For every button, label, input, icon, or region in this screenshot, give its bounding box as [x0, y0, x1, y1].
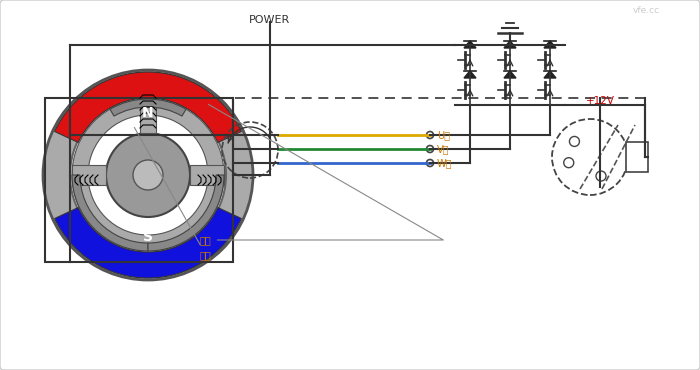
- Circle shape: [426, 159, 433, 166]
- Circle shape: [43, 70, 253, 280]
- Circle shape: [596, 171, 606, 181]
- Text: N: N: [142, 106, 154, 120]
- Polygon shape: [504, 71, 516, 78]
- Circle shape: [106, 133, 190, 217]
- Bar: [72, 165, 106, 185]
- Bar: [190, 165, 224, 185]
- Circle shape: [426, 145, 433, 152]
- Circle shape: [569, 137, 580, 147]
- Bar: [45, 98, 233, 262]
- Polygon shape: [544, 71, 556, 78]
- Wedge shape: [72, 99, 224, 251]
- Wedge shape: [55, 208, 241, 278]
- Wedge shape: [55, 72, 241, 142]
- Text: vfe.cc: vfe.cc: [633, 6, 660, 15]
- Polygon shape: [504, 41, 516, 48]
- Polygon shape: [464, 41, 476, 48]
- Circle shape: [133, 160, 163, 190]
- Text: V相: V相: [437, 144, 449, 154]
- Circle shape: [426, 131, 433, 138]
- Bar: [140, 99, 156, 133]
- Circle shape: [564, 158, 574, 168]
- Text: U相: U相: [437, 130, 450, 140]
- Text: W相: W相: [437, 158, 452, 168]
- Text: 转子: 转子: [134, 127, 212, 260]
- Text: 定子: 定子: [200, 104, 443, 245]
- Bar: [626, 142, 648, 172]
- Text: POWER: POWER: [249, 15, 290, 25]
- Text: +12V: +12V: [585, 96, 615, 106]
- Text: S: S: [143, 230, 153, 244]
- Circle shape: [70, 97, 226, 253]
- Polygon shape: [544, 41, 556, 48]
- Wedge shape: [110, 99, 186, 116]
- Wedge shape: [72, 175, 148, 251]
- Wedge shape: [148, 175, 224, 251]
- Polygon shape: [464, 71, 476, 78]
